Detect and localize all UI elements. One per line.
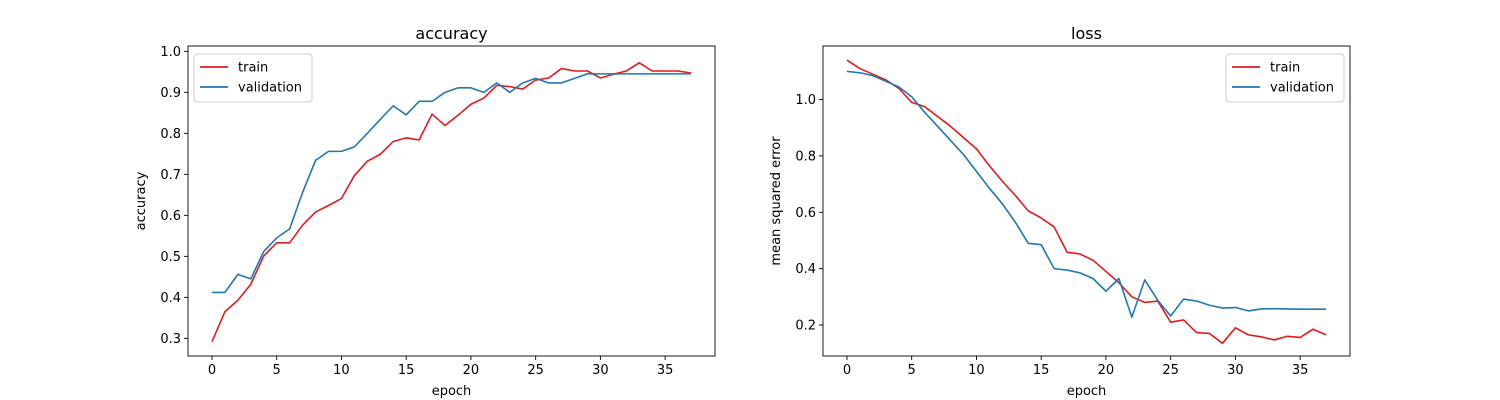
series-line-validation <box>211 73 692 294</box>
x-tick-label: 0 <box>843 363 851 378</box>
series-line-train <box>846 59 1327 345</box>
y-axis-label: accuracy <box>134 171 149 230</box>
x-tick-label: 35 <box>1292 363 1309 378</box>
x-tick-label: 35 <box>657 363 674 378</box>
y-tick-label: 0.5 <box>160 250 181 265</box>
legend-box <box>193 53 313 103</box>
legend-label-validation: validation <box>238 81 302 96</box>
y-tick-label: 0.9 <box>160 86 181 101</box>
y-tick-label: 0.8 <box>160 127 181 142</box>
x-tick-label: 20 <box>463 363 480 378</box>
loss-chart: 0 5 10 15 20 25 30 35 0.2 0.4 0.6 0.8 1.0 loss epoch me… <box>769 24 1351 399</box>
x-tick-label: 10 <box>333 363 350 378</box>
x-tick-label: 25 <box>1162 363 1179 378</box>
legend: train validation <box>193 53 313 103</box>
y-tick-label: 0.4 <box>795 262 816 277</box>
x-axis-label: epoch <box>1067 384 1107 399</box>
series-line-validation <box>846 70 1327 318</box>
x-tick-label: 5 <box>908 363 916 378</box>
y-tick-label: 1.0 <box>160 45 181 60</box>
y-tick-label: 0.6 <box>160 209 181 224</box>
legend: train validation <box>1225 53 1345 103</box>
x-axis-label: epoch <box>432 384 472 399</box>
x-tick-label: 5 <box>273 363 281 378</box>
legend-label-train: train <box>1270 61 1300 76</box>
legend-label-validation: validation <box>1270 81 1334 96</box>
series-line-train <box>211 62 692 342</box>
x-tick-label: 30 <box>1227 363 1244 378</box>
legend-label-train: train <box>238 61 268 76</box>
y-tick-label: 0.7 <box>160 168 181 183</box>
x-tick-label: 15 <box>398 363 415 378</box>
x-tick-label: 10 <box>968 363 985 378</box>
x-tick-label: 15 <box>1033 363 1050 378</box>
accuracy-chart: 0 5 10 15 20 25 30 35 0.3 0.4 0.5 0.6 0.7 0.8 0.9 1.0 ac… <box>134 24 716 399</box>
legend-box <box>1225 53 1345 103</box>
y-tick-label: 1.0 <box>795 93 816 108</box>
x-tick-label: 25 <box>527 363 544 378</box>
chart-title: loss <box>1071 24 1102 43</box>
y-tick-label: 0.2 <box>795 319 816 334</box>
y-tick-label: 0.6 <box>795 206 816 221</box>
x-tick-label: 0 <box>208 363 216 378</box>
y-tick-label: 0.8 <box>795 149 816 164</box>
y-tick-label: 0.4 <box>160 291 181 306</box>
x-tick-label: 20 <box>1098 363 1115 378</box>
chart-title: accuracy <box>415 24 487 43</box>
x-tick-label: 30 <box>592 363 609 378</box>
axes-frame <box>822 45 1351 357</box>
y-axis-label: mean squared error <box>769 136 784 266</box>
y-tick-label: 0.3 <box>160 332 181 347</box>
axes-frame <box>187 45 716 357</box>
